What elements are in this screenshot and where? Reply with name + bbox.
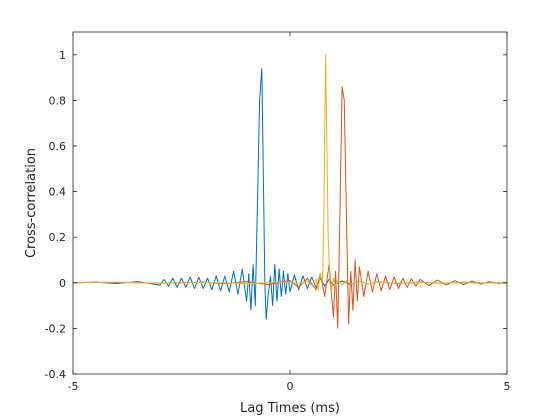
y-tick-label: 0.4 <box>49 186 67 199</box>
y-tick-label: 0 <box>59 277 66 290</box>
y-tick-label: -0.2 <box>45 322 66 335</box>
y-tick-label: 0.8 <box>49 94 67 107</box>
plot-background <box>73 32 507 374</box>
x-tick-label: 0 <box>287 380 294 393</box>
y-tick-label: 0.6 <box>49 140 67 153</box>
series-line-3 <box>72 54 508 293</box>
y-tick-label: -0.4 <box>45 368 66 381</box>
series-layer <box>72 54 508 329</box>
y-tick-label: 0.2 <box>49 231 67 244</box>
y-axis-label: Cross-correlation <box>24 148 39 258</box>
x-tick-label: -5 <box>68 380 79 393</box>
x-tick-label: 5 <box>504 380 511 393</box>
x-axis-label: Lag Times (ms) <box>240 401 340 416</box>
x-axis-ticks: -5 0 5 <box>68 32 511 393</box>
y-tick-label: 1 <box>59 49 66 62</box>
y-axis-ticks: -0.4 -0.2 0 0.2 0.4 0.6 0.8 1 <box>45 49 507 381</box>
series-line-2 <box>72 86 508 329</box>
